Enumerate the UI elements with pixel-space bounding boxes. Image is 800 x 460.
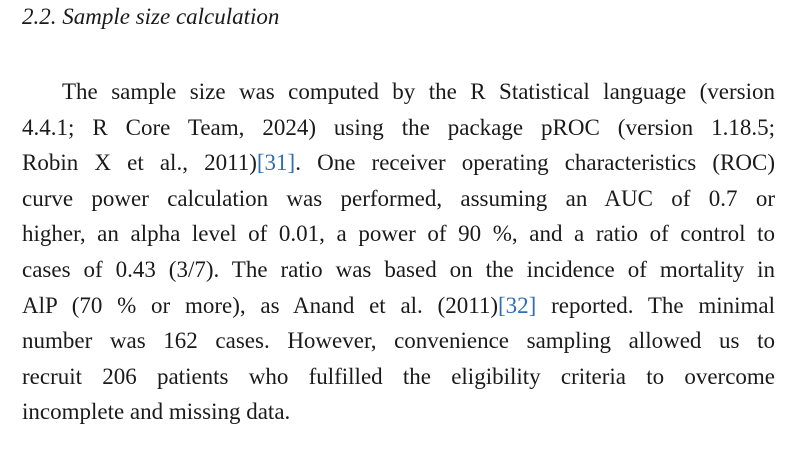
citation-link[interactable]: [31] [256, 150, 296, 176]
text-run: AlP (70 % or more), as Anand et al. (201… [22, 292, 499, 318]
text-run: recruit 206 patients who fulfilled the e… [22, 363, 775, 389]
text-line: The sample size was computed by the R St… [22, 74, 775, 110]
text-line: Robin X et al., 2011)[31]. One receiver … [22, 145, 775, 181]
text-run: . One receiver operating characteristics… [295, 150, 776, 176]
text-line: higher, an alpha level of 0.01, a power … [22, 216, 775, 252]
citation-link[interactable]: [32] [498, 292, 537, 318]
text-line: curve power calculation was performed, a… [22, 181, 775, 217]
text-run: cases of 0.43 (3/7). The ratio was based… [22, 256, 775, 282]
text-run: number was 162 cases. However, convenien… [22, 328, 775, 354]
text-line: 4.4.1; R Core Team, 2024) using the pack… [22, 110, 775, 146]
text-run: The sample size was computed by the R St… [62, 79, 775, 104]
text-line: AlP (70 % or more), as Anand et al. (201… [22, 288, 775, 324]
text-run: higher, an alpha level of 0.01, a power … [22, 221, 775, 247]
section-heading: 2.2. Sample size calculation [22, 4, 280, 29]
paragraph: The sample size was computed by the R St… [22, 74, 775, 430]
text-line: number was 162 cases. However, convenien… [22, 323, 775, 359]
text-run: reported. The minimal [536, 292, 775, 318]
text-run: Robin X et al., 2011) [22, 150, 257, 176]
text-line: cases of 0.43 (3/7). The ratio was based… [22, 252, 775, 288]
text-run: incomplete and missing data. [22, 399, 291, 425]
text-run: 4.4.1; R Core Team, 2024) using the pack… [22, 114, 775, 140]
text-line: incomplete and missing data. [22, 394, 775, 430]
text-run: curve power calculation was performed, a… [22, 185, 775, 211]
text-line: recruit 206 patients who fulfilled the e… [22, 359, 775, 395]
